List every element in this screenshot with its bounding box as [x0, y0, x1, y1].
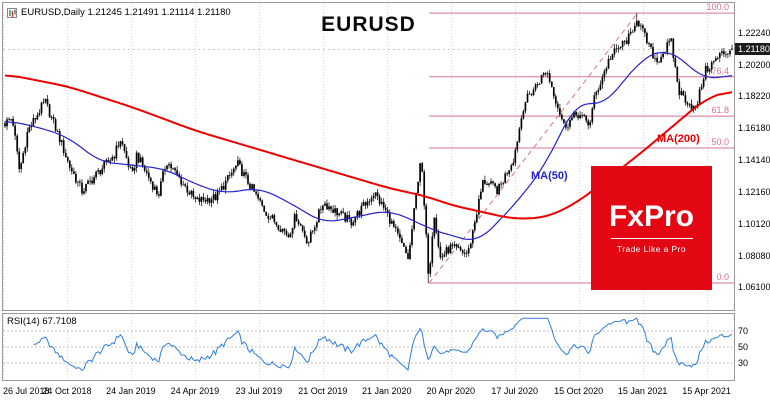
date-axis-label: 15 Oct 2020: [554, 386, 604, 396]
rsi-plot[interactable]: [3, 314, 734, 380]
date-axis-label: 20 Apr 2020: [426, 386, 476, 396]
price-axis-label: 1.14140: [738, 155, 770, 166]
ma50-line: [4, 52, 733, 241]
date-axis[interactable]: 26 Jul 2018 24 Oct 2018 24 Jan 2019 24 Apr …: [3, 386, 734, 399]
date-axis-label: 21 Oct 2019: [298, 386, 348, 396]
rsi-axis-label: 50: [738, 342, 749, 352]
date-axis-label: 24 Jan 2019: [106, 386, 156, 396]
price-axis-label: 1.12160: [738, 186, 770, 197]
chart-title: EURUSD: [321, 13, 416, 36]
ma50-label: MA(50): [531, 170, 568, 182]
chart-icon: [7, 7, 17, 18]
fib-level-label: 50.0: [711, 137, 729, 147]
fxpro-logo: FxPro Trade Like a Pro: [591, 166, 712, 290]
date-axis-label: 24 Apr 2019: [170, 386, 220, 396]
date-axis-label: 23 Jul 2019: [235, 386, 283, 396]
rsi-axis-label: 30: [738, 358, 749, 368]
fib-level-label: 76.4: [711, 66, 729, 76]
rsi-indicator-pane[interactable]: RSI(14) 67.7108: [2, 313, 735, 381]
price-axis-label: 1.06100: [738, 282, 770, 293]
date-axis-label: 21 Jan 2020: [361, 386, 412, 396]
price-plot[interactable]: 0.0 50.0 61.8 76.4 100.0: [3, 3, 734, 310]
candle-bodies: [4, 20, 733, 274]
logo-divider: [610, 238, 693, 239]
ohlc-text: EURUSD,Daily 1.21245 1.21491 1.21114 1.2…: [21, 7, 231, 18]
fxpro-tagline: Trade Like a Pro: [617, 244, 686, 254]
price-axis[interactable]: 1.21180 1.22240 1.20200 1.18220 1.16180 1.14…: [735, 2, 770, 383]
date-axis-label: 15 Jan 2021: [617, 386, 668, 396]
rsi-axis[interactable]: 70 50 30: [737, 313, 770, 381]
fib-level-label: 0.0: [716, 272, 729, 282]
fib-level-label: 100.0: [706, 3, 729, 12]
date-axis-label: 26 Jul 2018: [3, 386, 50, 396]
ma200-label: MA(200): [657, 133, 700, 145]
date-axis-label: 17 Jul 2020: [491, 386, 538, 396]
price-axis-label: 1.20200: [738, 59, 770, 70]
price-axis-label: 1.16180: [738, 123, 770, 134]
rsi-axis-label: 70: [738, 326, 749, 336]
current-price-tag: 1.21180: [735, 43, 770, 56]
date-axis-label: 15 Apr 2021: [682, 386, 731, 396]
fxpro-logo-text: FxPro: [608, 200, 695, 233]
price-axis-label: 1.10120: [738, 218, 770, 229]
price-axis-label: 1.08080: [738, 250, 770, 261]
price-axis-label: 1.18220: [738, 91, 770, 102]
price-chart-pane[interactable]: 0.0 50.0 61.8 76.4 100.0 EURUSD,Daily 1.2124…: [2, 2, 735, 311]
fib-trendline: [428, 12, 638, 284]
rsi-label: RSI(14) 67.7108: [7, 316, 77, 327]
rsi-line: [33, 317, 733, 372]
fib-level-label: 61.8: [711, 105, 729, 115]
ohlc-header: EURUSD,Daily 1.21245 1.21491 1.21114 1.2…: [7, 7, 231, 18]
price-axis-label: 1.22240: [738, 27, 770, 38]
date-axis-label: 24 Oct 2018: [42, 386, 92, 396]
